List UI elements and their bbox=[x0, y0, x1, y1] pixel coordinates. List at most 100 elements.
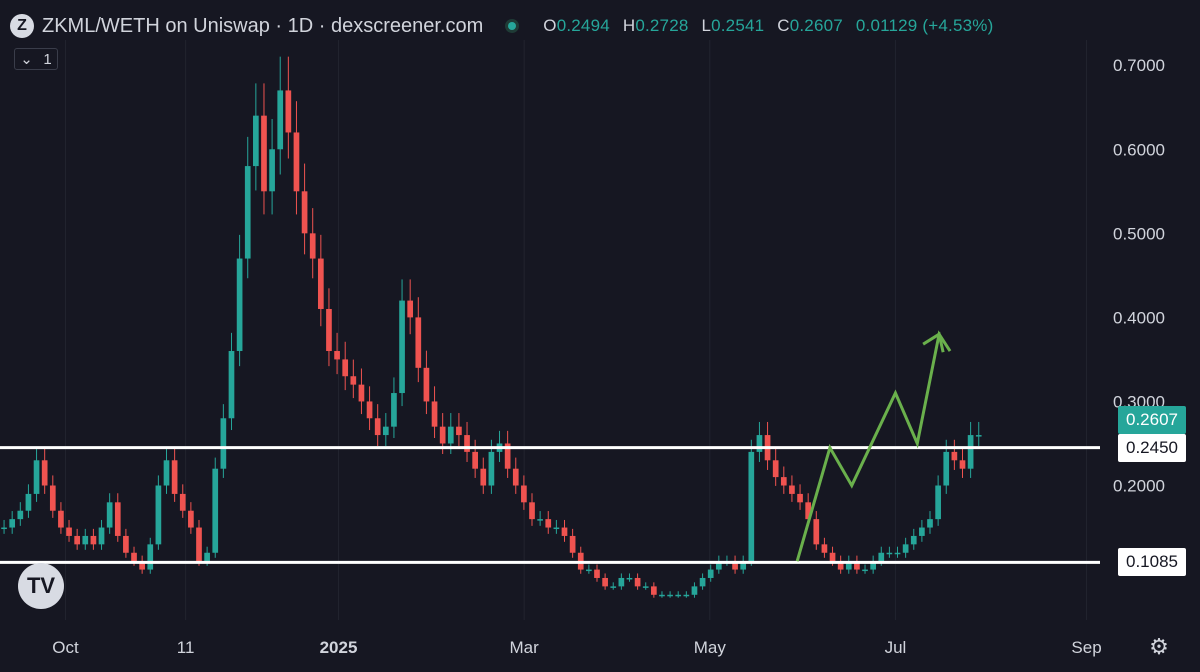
horizontal-levels bbox=[0, 446, 1100, 564]
candle-body bbox=[772, 460, 779, 478]
candle-body bbox=[9, 519, 16, 528]
level-label-lower: 0.1085 bbox=[1118, 548, 1186, 577]
candle-body bbox=[106, 502, 113, 528]
candle-body bbox=[163, 460, 170, 486]
chart-header: Z ZKML/WETH on Uniswap · 1D · dexscreene… bbox=[10, 12, 1001, 40]
candle-body bbox=[691, 586, 698, 595]
candle-body bbox=[90, 535, 97, 545]
candle-body bbox=[423, 367, 430, 402]
candle-body bbox=[659, 594, 665, 597]
candle-body bbox=[415, 317, 422, 368]
candle-body bbox=[618, 577, 625, 587]
candle-body bbox=[472, 451, 478, 469]
candle-body bbox=[171, 460, 178, 494]
candle-body bbox=[342, 359, 349, 377]
candle-body bbox=[317, 258, 324, 309]
x-axis: Oct 11 2025 Mar May Jul Sep bbox=[52, 638, 1101, 657]
candle-body bbox=[407, 300, 414, 318]
candle-body bbox=[41, 460, 48, 486]
legend-count: 1 bbox=[43, 50, 52, 68]
level-label-upper: 0.2450 bbox=[1118, 433, 1186, 462]
gear-icon[interactable]: ⚙ bbox=[1149, 634, 1169, 659]
candle-body bbox=[561, 527, 568, 536]
candle-body bbox=[845, 561, 852, 570]
candle-body bbox=[326, 308, 332, 352]
candle-body bbox=[228, 351, 235, 419]
candle-body bbox=[854, 561, 860, 570]
candle-body bbox=[862, 569, 868, 572]
candle-body bbox=[374, 418, 381, 436]
chart-grid bbox=[65, 40, 1088, 620]
projection-arrowhead bbox=[922, 331, 945, 353]
candle-body bbox=[837, 561, 844, 570]
candle-body bbox=[667, 594, 673, 597]
candle-body bbox=[813, 519, 820, 545]
candle-body bbox=[943, 451, 950, 486]
candle-body bbox=[878, 552, 885, 562]
candle-body bbox=[521, 485, 527, 503]
candle-body bbox=[910, 535, 917, 545]
y-tick-label: 0.6000 bbox=[1113, 140, 1165, 159]
candle-body bbox=[707, 569, 714, 578]
candle-body bbox=[244, 166, 251, 259]
live-status-icon bbox=[505, 19, 520, 33]
candle-body bbox=[334, 351, 340, 360]
candle-body bbox=[456, 426, 462, 436]
candle-body bbox=[715, 561, 722, 570]
current-price-label: 0.2607 bbox=[1118, 406, 1186, 435]
ohlc-readout: O0.2494 H0.2728 L0.2541 C0.2607 0.01129 … bbox=[543, 16, 1001, 36]
candle-body bbox=[17, 510, 24, 520]
change-value: 0.01129 (+4.53%) bbox=[855, 16, 994, 35]
candle-body bbox=[902, 544, 909, 553]
candle-body bbox=[480, 468, 487, 486]
candle-body bbox=[147, 544, 154, 570]
candle-body bbox=[586, 569, 592, 572]
candle-body bbox=[358, 384, 365, 402]
candle-body bbox=[301, 191, 308, 234]
chevron-down-icon: ⌄ bbox=[20, 51, 33, 68]
candle-body bbox=[602, 577, 608, 587]
candle-body bbox=[610, 586, 617, 588]
candle-body bbox=[366, 401, 373, 419]
candle-body bbox=[545, 519, 552, 528]
candle-body bbox=[870, 561, 876, 570]
candle-body bbox=[488, 451, 495, 486]
candle-body bbox=[821, 544, 828, 553]
candle-body bbox=[447, 426, 454, 444]
candle-body bbox=[894, 552, 901, 555]
candle-body bbox=[829, 552, 836, 562]
candle-body bbox=[179, 493, 186, 511]
y-tick-label: 0.4000 bbox=[1113, 308, 1165, 327]
candle-body bbox=[309, 233, 316, 259]
candle-body bbox=[642, 586, 649, 588]
candle-body bbox=[594, 569, 600, 578]
candlestick-series bbox=[1, 56, 982, 598]
candle-body bbox=[82, 535, 89, 545]
x-tick-label: Sep bbox=[1071, 638, 1101, 657]
tradingview-logo-icon[interactable]: TV bbox=[18, 563, 64, 609]
x-tick-label: Jul bbox=[885, 638, 907, 657]
candle-body bbox=[74, 535, 81, 545]
x-tick-label: 2025 bbox=[320, 638, 358, 657]
x-tick-label: Mar bbox=[510, 638, 540, 657]
candle-body bbox=[537, 519, 543, 521]
candle-body bbox=[391, 393, 397, 427]
candle-body bbox=[66, 527, 72, 536]
x-tick-label: 11 bbox=[177, 638, 195, 657]
candle-body bbox=[699, 577, 706, 587]
candle-body bbox=[98, 527, 105, 545]
candle-body bbox=[382, 426, 389, 436]
candle-body bbox=[464, 435, 470, 452]
candle-body bbox=[935, 485, 941, 520]
candle-body bbox=[399, 300, 405, 394]
legend-toggle-button[interactable]: ⌄ 1 bbox=[14, 48, 58, 70]
candle-body bbox=[756, 435, 763, 452]
candle-body bbox=[1, 527, 7, 530]
candle-body bbox=[293, 132, 300, 192]
low-value: 0.2541 bbox=[711, 16, 765, 35]
candle-body bbox=[959, 460, 966, 469]
close-value: 0.2607 bbox=[789, 16, 843, 35]
candle-body bbox=[123, 535, 129, 553]
